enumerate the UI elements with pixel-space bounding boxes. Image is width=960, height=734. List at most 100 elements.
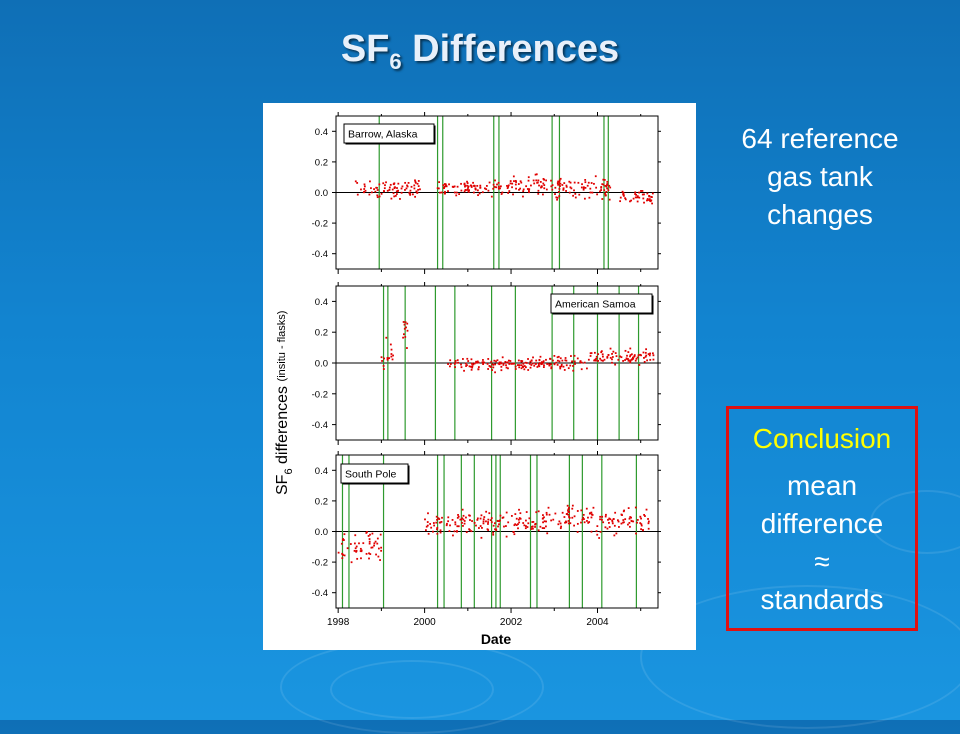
data-point [543,516,545,519]
data-point [525,366,527,369]
data-point [400,187,403,190]
data-point [455,194,458,197]
data-point [553,354,556,357]
conclusion-line: difference [760,508,884,539]
data-point [406,329,409,332]
data-point [638,191,641,194]
data-point [393,187,396,190]
data-point [576,510,579,512]
data-point [573,189,575,192]
data-point [582,513,585,516]
data-point [454,523,457,526]
data-point [533,364,536,367]
y-tick-label: 0.4 [315,127,328,138]
data-point [557,180,560,183]
data-point [606,184,608,186]
data-point [495,529,498,532]
data-point [356,182,359,184]
data-point [601,515,604,518]
data-point [598,537,601,539]
data-point [477,361,480,364]
data-point [373,188,375,191]
data-point [463,522,466,525]
data-point [643,513,646,516]
data-point [545,188,548,191]
data-point [576,531,579,533]
data-point [596,533,599,536]
data-point [621,190,624,193]
data-point [569,522,572,525]
data-point [456,530,458,532]
data-point [545,358,547,361]
data-point [563,182,566,184]
data-point [520,360,523,362]
data-point [464,188,467,191]
data-point [599,530,602,533]
data-point [545,179,548,182]
data-point [393,195,396,198]
data-point [453,191,456,194]
data-point [550,179,552,182]
data-point [643,356,645,359]
data-point [594,175,597,178]
data-point [567,508,570,510]
x-tick-label: 1998 [327,617,350,628]
data-point [543,364,545,367]
data-point [567,520,570,522]
data-point [343,539,345,541]
data-point [380,356,383,359]
data-point [460,363,462,366]
data-point [456,185,459,188]
data-point [589,512,592,515]
data-point [513,533,516,536]
data-point [559,357,562,360]
data-point [487,523,489,525]
data-point [510,515,513,517]
data-point [448,183,450,186]
data-point [479,186,482,189]
data-point [522,362,525,365]
note-line: 64 reference [741,123,899,154]
data-point [380,192,383,195]
data-point [449,363,452,365]
data-point [358,542,360,545]
data-point [607,354,610,356]
data-point [523,368,526,371]
y-tick-label: 0.0 [315,527,328,538]
data-point [371,532,374,535]
data-point [557,183,560,186]
data-point [433,524,436,527]
data-point [630,520,633,523]
data-point [342,554,344,556]
data-point [474,188,477,191]
data-point [631,358,634,360]
data-point [586,184,589,187]
data-point [471,520,473,522]
data-point [469,519,471,521]
data-point [476,517,479,520]
data-point [378,183,381,186]
data-point [538,362,541,364]
data-point [647,518,649,520]
data-point [353,542,356,545]
data-point [342,538,345,540]
data-point [476,189,479,192]
data-point [550,519,553,522]
data-point [606,527,609,530]
data-point [453,530,456,533]
data-point [644,515,646,517]
data-point [489,519,492,522]
data-point [508,190,511,192]
data-point [487,518,490,521]
data-point [534,173,537,176]
data-point [577,181,580,184]
data-point [402,321,405,323]
data-point [548,513,551,516]
data-point [425,529,427,532]
data-point [636,521,638,524]
data-point [601,198,604,200]
data-point [519,187,522,190]
data-point [470,368,473,371]
data-point [522,195,524,198]
data-point [490,360,493,363]
